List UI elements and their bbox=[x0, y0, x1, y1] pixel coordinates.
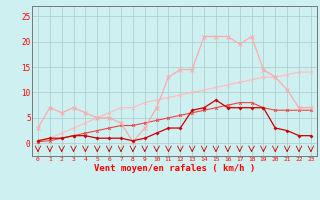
X-axis label: Vent moyen/en rafales ( km/h ): Vent moyen/en rafales ( km/h ) bbox=[94, 164, 255, 173]
